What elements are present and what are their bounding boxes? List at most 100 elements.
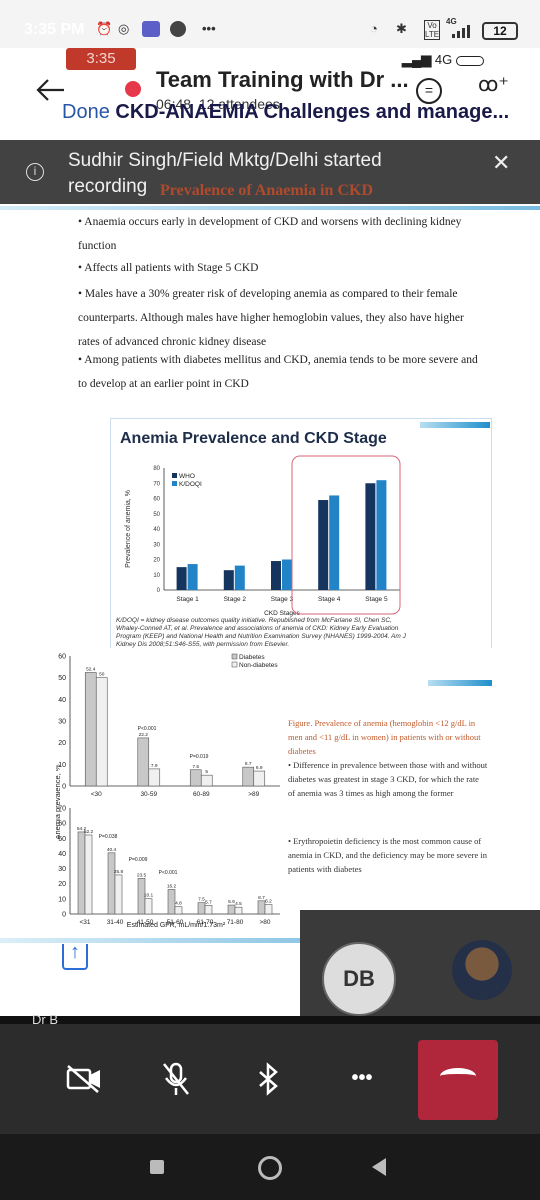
bluetooth-icon: ✱ bbox=[396, 21, 407, 36]
bar bbox=[234, 906, 243, 915]
slide-decoration bbox=[428, 680, 492, 686]
bar bbox=[264, 904, 273, 915]
bar bbox=[329, 495, 340, 590]
x-tick-label: <31 bbox=[79, 919, 90, 926]
bar bbox=[318, 500, 329, 590]
y-tick-label: 40 bbox=[58, 851, 66, 858]
data-label: 52.2 bbox=[84, 829, 94, 835]
volte-badge: Vo LTE bbox=[424, 20, 440, 40]
x-tick-label: Stage 1 bbox=[176, 596, 199, 603]
data-label: 52.4 bbox=[86, 666, 96, 672]
chart-slide-diabetes bbox=[56, 648, 496, 933]
x-tick-label: 61-70 bbox=[197, 919, 214, 926]
y-tick-label: 10 bbox=[58, 762, 66, 769]
data-label: 54.2 bbox=[77, 826, 87, 832]
alarm-icon: ⏰ bbox=[96, 21, 113, 36]
bar bbox=[197, 902, 206, 915]
p-value-annotation: P=0.038 bbox=[99, 834, 118, 840]
bar bbox=[253, 770, 266, 787]
p-value-annotation: P=0.019 bbox=[190, 754, 209, 760]
data-label: 5.7 bbox=[205, 899, 212, 905]
x-tick-label: >89 bbox=[248, 791, 259, 798]
y-tick-label: 60 bbox=[58, 821, 66, 828]
bluetooth-audio-icon[interactable] bbox=[256, 1062, 280, 1096]
bar bbox=[282, 559, 292, 590]
bar bbox=[365, 483, 376, 590]
x-axis-label: CKD Stages bbox=[264, 610, 301, 617]
meeting-title: Team Training with Dr ... bbox=[156, 67, 409, 92]
close-icon[interactable]: ✕ bbox=[492, 150, 511, 175]
y-tick-label: 80 bbox=[153, 466, 160, 472]
info-icon: i bbox=[26, 163, 44, 181]
bar bbox=[223, 570, 234, 590]
bar bbox=[257, 900, 266, 915]
legend-swatch bbox=[231, 661, 238, 668]
y-axis-label: Anemia prevalence, % bbox=[56, 764, 62, 839]
call-signal-label: ▂▄▆ 4G bbox=[402, 52, 484, 68]
y-tick-label: 10 bbox=[58, 896, 66, 903]
whatsapp-icon: ◎ bbox=[118, 21, 130, 36]
add-people-icon[interactable]: ꝏ⁺ bbox=[478, 74, 509, 96]
hang-up-icon bbox=[440, 1068, 476, 1084]
slide-decoration bbox=[0, 938, 300, 950]
share-icon[interactable]: ↑ bbox=[62, 942, 88, 970]
bar bbox=[144, 898, 153, 915]
back-nav-icon[interactable] bbox=[372, 1158, 386, 1176]
slide1-bullet: • Anaemia occurs early in development of… bbox=[78, 216, 462, 252]
chat-icon[interactable]: = bbox=[416, 78, 442, 104]
y-tick-label: 30 bbox=[153, 542, 160, 548]
more-options-icon[interactable]: ••• bbox=[351, 1067, 373, 1089]
network-label: 4G bbox=[446, 17, 457, 26]
legend-swatch bbox=[231, 653, 238, 660]
bar bbox=[242, 766, 255, 787]
data-label: 7.5 bbox=[192, 764, 199, 770]
bar bbox=[167, 889, 176, 915]
data-label: 6.2 bbox=[265, 899, 272, 905]
bar bbox=[176, 567, 187, 590]
legend-swatch bbox=[172, 473, 177, 478]
bar bbox=[148, 768, 161, 787]
data-label: 16.2 bbox=[167, 883, 177, 889]
x-tick-label: <30 bbox=[91, 791, 102, 798]
y-tick-label: 0 bbox=[62, 784, 66, 791]
bar bbox=[189, 769, 202, 787]
bar bbox=[114, 874, 123, 915]
p-value-annotation: P<0.001 bbox=[138, 726, 157, 732]
home-icon[interactable] bbox=[258, 1156, 282, 1180]
bar bbox=[84, 672, 97, 787]
done-button[interactable]: Done bbox=[62, 101, 110, 123]
bar bbox=[200, 774, 213, 787]
bar bbox=[227, 904, 236, 915]
slide-decoration bbox=[0, 206, 540, 210]
document-title: CKD-ANAEMIA Challenges and manage... bbox=[115, 101, 510, 123]
legend-label: Non-diabetes bbox=[239, 662, 278, 669]
recents-icon[interactable] bbox=[150, 1160, 164, 1174]
status-bar bbox=[0, 0, 540, 48]
meeting-meta: 06:48 12 attendees bbox=[156, 96, 280, 112]
x-tick-label: 30-59 bbox=[140, 791, 157, 798]
y-tick-label: 50 bbox=[58, 836, 66, 843]
slide3-bullet: • Difference in prevalence between those… bbox=[288, 760, 488, 798]
y-tick-label: 10 bbox=[153, 573, 160, 579]
data-label: 5.9 bbox=[228, 899, 235, 905]
y-tick-label: 50 bbox=[153, 512, 160, 518]
bar bbox=[204, 905, 213, 915]
camera-off-icon[interactable] bbox=[64, 1062, 104, 1096]
data-label: 4.8 bbox=[175, 901, 182, 907]
x-tick-label: 51-60 bbox=[167, 919, 184, 926]
data-label: 50 bbox=[99, 672, 105, 678]
status-time: 3:35 PM bbox=[24, 21, 85, 38]
bar bbox=[376, 480, 387, 590]
mic-off-icon[interactable] bbox=[160, 1060, 192, 1098]
y-tick-label: 40 bbox=[58, 697, 66, 704]
slide1-bullet: • Affects all patients with Stage 5 CKD bbox=[78, 262, 259, 274]
y-tick-label: 20 bbox=[153, 558, 160, 564]
attendee-count: 12 attendees bbox=[198, 96, 280, 112]
y-tick-label: 60 bbox=[153, 497, 160, 503]
wifi-icon: ◔ bbox=[370, 21, 378, 36]
data-label: 23.5 bbox=[137, 872, 147, 878]
x-tick-label: 41-50 bbox=[137, 919, 154, 926]
avatar: DB bbox=[322, 942, 396, 1016]
back-arrow-icon[interactable] bbox=[34, 76, 70, 104]
y-tick-label: 20 bbox=[58, 740, 66, 747]
